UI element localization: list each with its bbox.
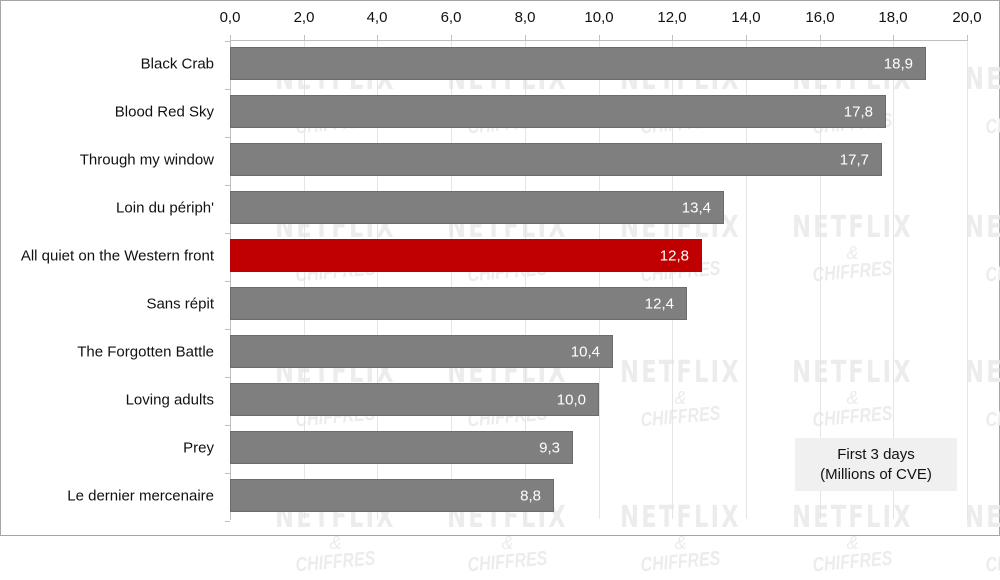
x-tick-label: 2,0 [293, 9, 315, 26]
gridline [967, 36, 968, 519]
y-axis-tick [225, 233, 230, 234]
category-label: Black Crab [140, 55, 214, 73]
gridline [377, 36, 378, 519]
watermark-line2: & [846, 533, 859, 553]
bar-value-label: 12,4 [644, 295, 674, 312]
gridline [746, 36, 747, 519]
bar-value-label: 12,8 [659, 247, 689, 264]
x-axis-tick [599, 35, 600, 41]
watermark-line2: & [674, 533, 687, 553]
watermark-line2: & [501, 533, 514, 553]
y-axis-tick [225, 329, 230, 330]
category-label: Loving adults [125, 391, 214, 409]
legend-line2: (Millions of CVE) [820, 465, 932, 483]
y-axis-tick [225, 89, 230, 90]
x-axis-tick [525, 35, 526, 41]
watermark-line3: CHIFFRES [294, 547, 377, 577]
gridline [525, 36, 526, 519]
x-tick-label: 8,0 [514, 9, 536, 26]
x-tick-label: 0,0 [219, 9, 241, 26]
x-axis-tick [820, 35, 821, 41]
y-axis-tick [225, 137, 230, 138]
bar-value-label: 17,8 [843, 103, 873, 120]
watermark-line3: CHIFFRES [639, 547, 722, 577]
bar-value-label: 8,8 [520, 487, 541, 504]
gridline [599, 36, 600, 519]
category-label: Sans répit [146, 295, 214, 313]
y-axis-tick [225, 473, 230, 474]
watermark-line2: & [945, 535, 1000, 551]
gridline [451, 36, 452, 519]
y-axis-tick [225, 41, 230, 42]
bar: 8,8 [230, 479, 554, 512]
y-axis-tick [225, 281, 230, 282]
x-axis-tick [451, 35, 452, 41]
x-axis-tick [967, 35, 968, 41]
bar: 9,3 [230, 431, 573, 464]
bar: 17,8 [230, 95, 886, 128]
gridline [820, 36, 821, 519]
watermark-line3: CHIFFRES [811, 547, 894, 577]
gridline [672, 36, 673, 519]
watermark-line2: & [329, 533, 342, 553]
bar: 17,7 [230, 143, 882, 176]
x-tick-label: 6,0 [440, 9, 462, 26]
x-tick-label: 12,0 [657, 9, 687, 26]
bar-value-label: 18,9 [883, 55, 913, 72]
bar-highlighted: 12,8 [230, 239, 702, 272]
bar-value-label: 10,4 [570, 343, 600, 360]
watermark-line3: CHIFFRES [984, 547, 1000, 577]
x-tick-label: 16,0 [805, 9, 835, 26]
x-tick-label: 20,0 [952, 9, 982, 26]
bar: 12,4 [230, 287, 687, 320]
bar: 10,0 [230, 383, 599, 416]
y-axis-tick [225, 425, 230, 426]
bar: 18,9 [230, 47, 926, 80]
category-label: All quiet on the Western front [20, 247, 214, 265]
watermark-line3: CHIFFRES [466, 547, 549, 577]
x-axis-tick [304, 35, 305, 41]
category-label: Le dernier mercenaire [67, 487, 214, 505]
legend-line1: First 3 days [837, 445, 915, 463]
category-label: Through my window [79, 151, 214, 169]
bar: 13,4 [230, 191, 724, 224]
category-label: Prey [183, 439, 214, 457]
y-axis-tick [225, 377, 230, 378]
category-label: Blood Red Sky [114, 103, 214, 121]
x-axis-tick [746, 35, 747, 41]
category-label: The Forgotten Battle [77, 343, 214, 361]
x-tick-label: 10,0 [584, 9, 614, 26]
bar-value-label: 13,4 [681, 199, 711, 216]
bar: 10,4 [230, 335, 613, 368]
bar-value-label: 17,7 [839, 151, 869, 168]
gridline [304, 36, 305, 519]
x-tick-label: 14,0 [731, 9, 761, 26]
y-axis-line [230, 40, 231, 520]
x-tick-label: 18,0 [878, 9, 908, 26]
x-axis-tick [893, 35, 894, 41]
x-axis-tick [377, 35, 378, 41]
gridline [893, 36, 894, 519]
bar-value-label: 10,0 [556, 391, 586, 408]
x-tick-label: 4,0 [366, 9, 388, 26]
bar-value-label: 9,3 [539, 439, 560, 456]
y-axis-tick [225, 521, 230, 522]
x-axis-tick [672, 35, 673, 41]
category-label: Loin du périph' [116, 199, 214, 217]
x-axis-line [230, 40, 967, 41]
legend-box: First 3 days (Millions of CVE) [795, 438, 957, 491]
x-axis-tick [230, 35, 231, 41]
y-axis-tick [225, 185, 230, 186]
